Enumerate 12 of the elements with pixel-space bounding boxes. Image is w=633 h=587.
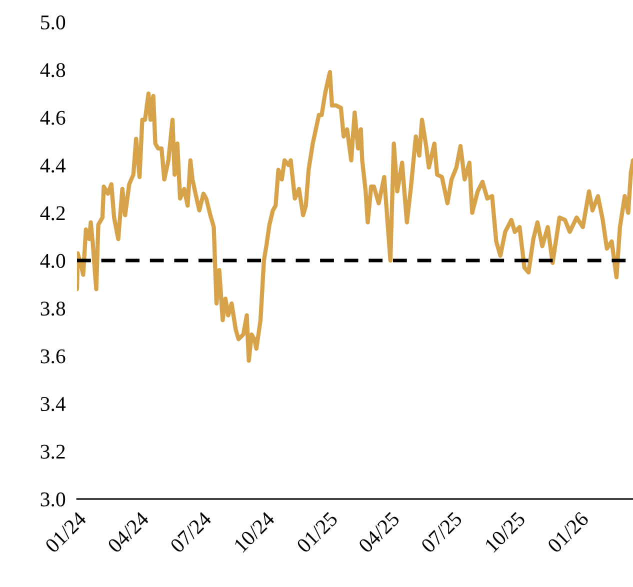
y-tick-label: 4.2 — [40, 206, 65, 220]
y-tick-label: 3.8 — [40, 302, 66, 316]
y-tick-label: 3.0 — [40, 492, 66, 507]
line-series — [77, 70, 633, 363]
y-tick-label: 3.2 — [40, 444, 65, 459]
y-tick-label: 4.0 — [40, 254, 66, 268]
y-tick-label: 4.6 — [40, 110, 66, 125]
y-tick-label: 4.8 — [40, 63, 66, 78]
y-tick-label: 3.4 — [40, 397, 66, 412]
y-tick-label: 3.6 — [40, 349, 66, 364]
y-tick-label: 4.4 — [40, 158, 66, 173]
y-tick-label: 5.0 — [41, 15, 66, 30]
